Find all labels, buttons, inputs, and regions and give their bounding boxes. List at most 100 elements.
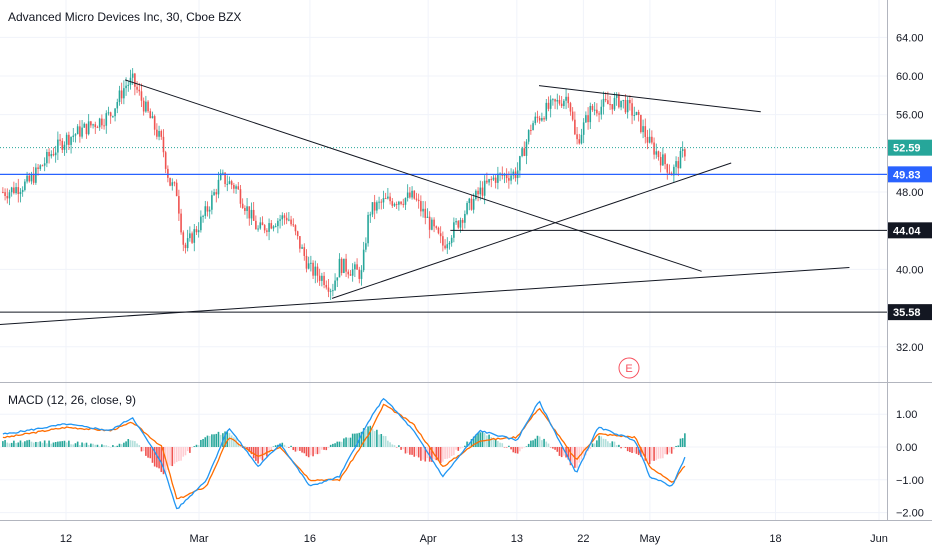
macd-histogram-bar bbox=[107, 446, 110, 447]
candle-body bbox=[554, 99, 556, 102]
candle-body bbox=[343, 258, 345, 273]
macd-histogram-bar bbox=[413, 447, 416, 457]
candle-body bbox=[305, 255, 308, 269]
macd-histogram-bar bbox=[329, 444, 332, 447]
macd-histogram-bar bbox=[114, 446, 116, 447]
macd-histogram-bar bbox=[464, 445, 466, 447]
macd-histogram-bar bbox=[52, 442, 55, 447]
macd-histogram-bar bbox=[136, 443, 138, 447]
macd-histogram-bar bbox=[173, 447, 176, 464]
candle-body bbox=[211, 195, 213, 210]
time-axis-label: Apr bbox=[420, 533, 437, 545]
candle-body bbox=[642, 126, 644, 133]
candle-body bbox=[257, 228, 259, 230]
macd-histogram-bar bbox=[624, 447, 627, 448]
candle-body bbox=[114, 108, 116, 117]
macd-histogram-bar bbox=[332, 443, 334, 447]
candle-body bbox=[585, 115, 587, 123]
macd-histogram-bar bbox=[87, 444, 90, 447]
candle-body bbox=[470, 198, 473, 210]
macd-histogram-bar bbox=[50, 443, 53, 447]
candle-body bbox=[532, 123, 534, 131]
candle-body bbox=[98, 118, 101, 128]
macd-histogram-bar bbox=[631, 447, 633, 453]
macd-histogram-bar bbox=[10, 442, 13, 447]
candle-body bbox=[43, 163, 46, 166]
candle-body bbox=[635, 111, 638, 115]
candle-body bbox=[197, 230, 200, 233]
macd-histogram-bar bbox=[417, 447, 420, 458]
macd-histogram-bar bbox=[35, 441, 37, 447]
candle-body bbox=[208, 209, 211, 212]
macd-histogram-bar bbox=[189, 447, 191, 453]
candle-body bbox=[552, 99, 554, 101]
candle-body bbox=[340, 258, 343, 273]
candle-body bbox=[195, 229, 198, 233]
macd-histogram-bar bbox=[244, 446, 246, 448]
candle-body bbox=[622, 100, 625, 102]
macd-histogram-bar bbox=[457, 447, 460, 451]
macd-histogram-bar bbox=[563, 447, 565, 456]
candle-body bbox=[415, 198, 418, 200]
macd-histogram-bar bbox=[312, 447, 314, 457]
macd-histogram-bar bbox=[303, 447, 306, 454]
macd-histogram-bar bbox=[428, 447, 431, 462]
candle-body bbox=[591, 105, 594, 110]
macd-histogram-bar bbox=[503, 447, 506, 448]
price-tag-label: 35.58 bbox=[893, 307, 921, 319]
candle-body bbox=[24, 181, 26, 190]
macd-histogram-bar bbox=[613, 441, 616, 447]
macd-histogram-bar bbox=[81, 442, 83, 447]
macd-histogram-bar bbox=[415, 447, 418, 457]
candle-body bbox=[547, 102, 550, 109]
candle-body bbox=[164, 152, 167, 169]
candle-body bbox=[316, 266, 319, 276]
candle-body bbox=[215, 192, 218, 195]
candle-body bbox=[620, 100, 622, 108]
candle-body bbox=[270, 223, 273, 229]
macd-histogram-bar bbox=[41, 442, 44, 447]
candle-body bbox=[246, 206, 248, 212]
candle-body bbox=[193, 229, 196, 243]
candle-body bbox=[631, 103, 633, 116]
candle-body bbox=[444, 245, 446, 249]
candle-body bbox=[87, 121, 90, 135]
candle-body bbox=[611, 104, 614, 110]
trendline[interactable] bbox=[538, 85, 761, 113]
trendline[interactable] bbox=[0, 266, 850, 325]
macd-histogram-bar bbox=[206, 435, 209, 447]
trendline[interactable] bbox=[331, 162, 732, 299]
candle-body bbox=[477, 190, 479, 195]
macd-histogram-bar bbox=[391, 444, 394, 447]
macd-histogram-bar bbox=[523, 447, 526, 448]
candle-body bbox=[167, 168, 169, 178]
macd-histogram-bar bbox=[380, 434, 383, 447]
trendline[interactable] bbox=[124, 79, 702, 272]
candle-body bbox=[497, 173, 499, 183]
candle-body bbox=[204, 206, 207, 216]
earnings-event-marker[interactable]: E bbox=[618, 357, 640, 379]
candle-body bbox=[191, 233, 193, 243]
macd-histogram-bar bbox=[171, 447, 174, 467]
macd-histogram-bar bbox=[340, 441, 343, 447]
candle-body bbox=[400, 201, 402, 204]
candle-body bbox=[13, 187, 15, 194]
candle-body bbox=[202, 215, 204, 217]
candle-body bbox=[21, 189, 24, 192]
macd-histogram-bar bbox=[270, 447, 273, 450]
macd-histogram-bar bbox=[200, 439, 202, 447]
macd-histogram-bar bbox=[72, 444, 75, 447]
macd-histogram-bar bbox=[552, 447, 554, 449]
candle-body bbox=[213, 192, 215, 196]
price-tags[interactable]: 52.59 49.83 44.04 35.58 bbox=[888, 139, 932, 321]
candle-body bbox=[351, 269, 354, 276]
macd-histogram-bar bbox=[134, 441, 136, 447]
candle-body bbox=[252, 209, 255, 221]
candle-body bbox=[96, 127, 99, 129]
macd-histogram-bar bbox=[534, 438, 537, 447]
macd-histogram-bar bbox=[127, 439, 130, 447]
macd-histogram-bar bbox=[609, 443, 611, 447]
candle-body bbox=[558, 99, 561, 104]
macd-histogram-bar bbox=[63, 440, 66, 447]
macd-histogram-bar bbox=[305, 447, 308, 457]
